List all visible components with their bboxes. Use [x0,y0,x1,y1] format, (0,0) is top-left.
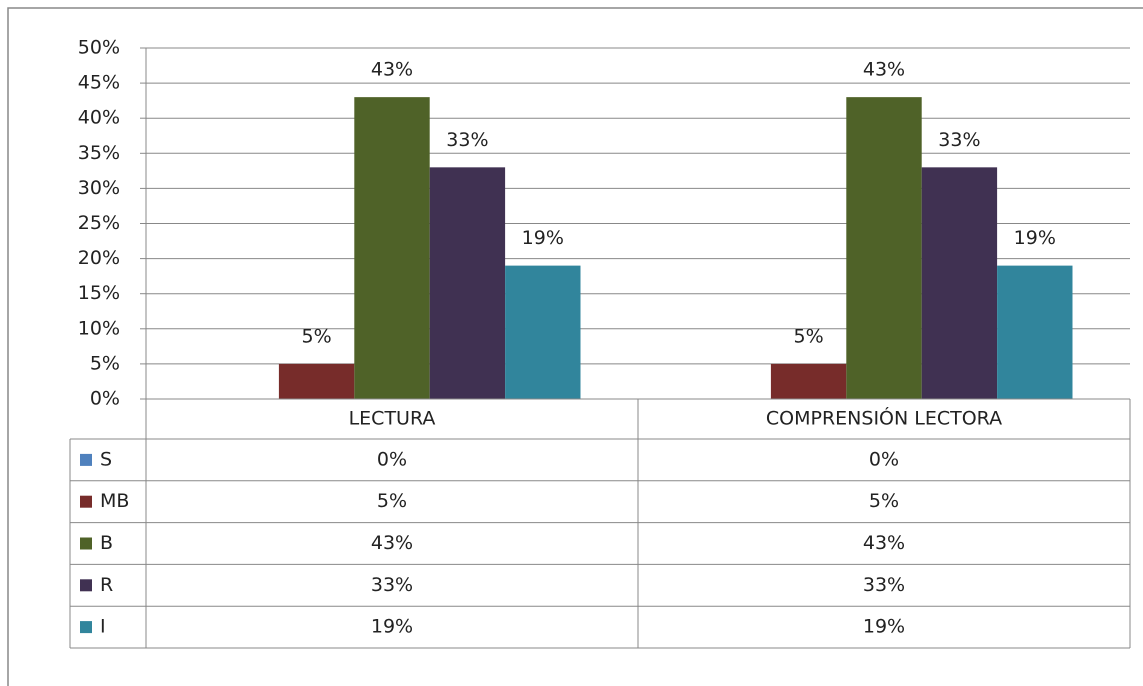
table-cell: 43% [371,532,413,554]
bar [429,167,506,399]
bar [846,97,922,399]
y-tick-label: 5% [90,352,120,374]
y-tick-label: 25% [78,212,120,234]
x-tick-label: COMPRENSIÓN LECTORA [766,406,1002,430]
legend-key [80,579,92,592]
table-cell: 19% [371,616,413,638]
bar [354,97,430,399]
data-label: 19% [1014,227,1056,249]
data-label: 19% [522,227,564,249]
legend-key [80,537,92,550]
bar [770,363,847,399]
y-tick-label: 10% [78,317,120,339]
y-tick-label: 40% [78,107,120,129]
legend-key [80,453,92,466]
bar [921,167,998,399]
data-label: 33% [938,129,980,151]
table-cell: 33% [863,574,905,596]
legend-label: MB [100,490,129,512]
table-cell: 0% [869,448,899,470]
data-label: 5% [794,325,824,347]
data-label: 43% [863,59,905,81]
legend-key [80,621,92,634]
bar [505,265,581,399]
legend-key [80,495,92,508]
legend-label: B [100,532,113,554]
data-label: 43% [371,59,413,81]
y-tick-label: 20% [78,247,120,269]
legend-label: S [100,448,112,470]
y-tick-label: 0% [90,388,120,410]
table-cell: 33% [371,574,413,596]
y-tick-label: 50% [78,37,120,59]
legend-label: I [100,616,106,638]
table-cell: 19% [863,616,905,638]
legend-label: R [100,574,113,596]
table-cell: 0% [377,448,407,470]
y-tick-label: 15% [78,282,120,304]
table-cell: 5% [869,490,899,512]
y-tick-label: 30% [78,177,120,199]
bar [997,265,1073,399]
data-label: 33% [446,129,488,151]
table-cell: 43% [863,532,905,554]
y-tick-label: 35% [78,142,120,164]
bar [278,363,355,399]
data-label: 5% [302,325,332,347]
x-tick-label: LECTURA [349,408,436,430]
y-tick-label: 45% [78,72,120,94]
table-cell: 5% [377,490,407,512]
